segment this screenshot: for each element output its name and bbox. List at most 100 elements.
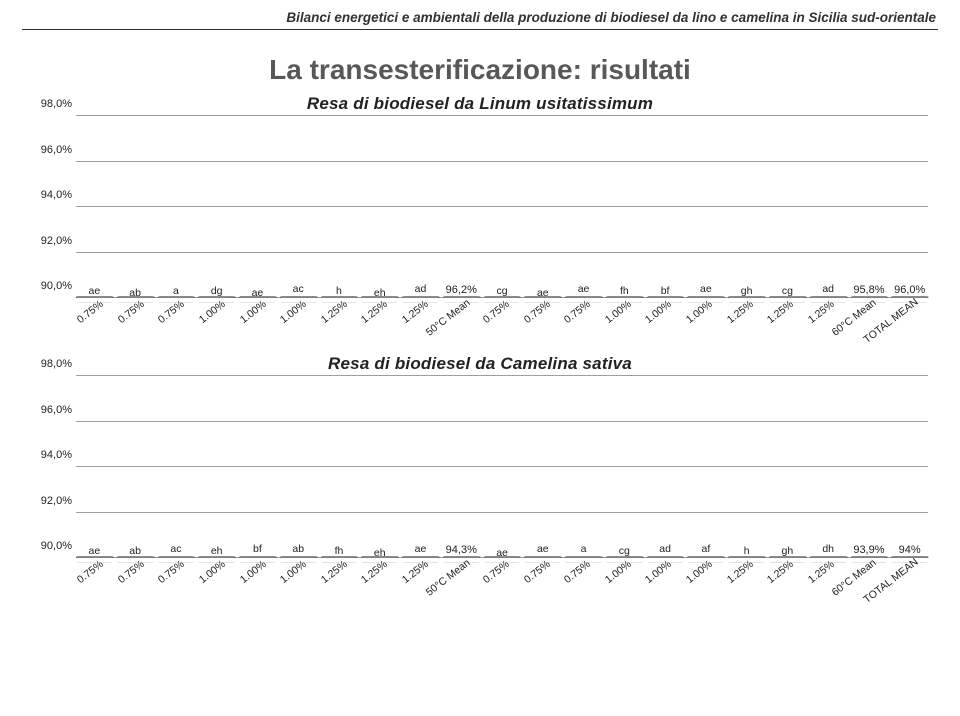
- x-label-slot: 1.25%: [766, 298, 807, 346]
- x-label-slot: 1.00%: [238, 558, 279, 606]
- x-axis-label: 1.00%: [684, 558, 715, 586]
- y-axis-label: 96,0%: [30, 144, 72, 156]
- x-axis-label: 0.75%: [75, 558, 106, 586]
- x-axis-label: 0.75%: [562, 298, 593, 326]
- x-label-slot: 0.75%: [117, 558, 158, 606]
- x-label-slot: 0.75%: [522, 558, 563, 606]
- bar-group-label: ad: [659, 543, 671, 555]
- bar-value-label: 96,2%: [446, 284, 477, 296]
- x-label-slot: 50°C Mean: [441, 298, 482, 346]
- chart-plot: 90,0%92,0%94,0%96,0%98,0%aeabadgaeacheha…: [76, 116, 928, 298]
- x-axis-label: 1.00%: [603, 298, 634, 326]
- x-label-slot: 0.75%: [157, 558, 198, 606]
- bar-group-label: ae: [89, 285, 101, 297]
- chart-plot: 90,0%92,0%94,0%96,0%98,0%aeabacehbfabfhe…: [76, 376, 928, 558]
- x-axis-label: 1.00%: [278, 298, 309, 326]
- x-axis-label: 1.25%: [724, 558, 755, 586]
- bar-group-label: cg: [496, 285, 507, 297]
- chart-linum: 90,0%92,0%94,0%96,0%98,0%aeabadgaeacheha…: [24, 116, 936, 346]
- bar-group-label: dg: [211, 285, 223, 297]
- x-axis-label: 1.00%: [278, 558, 309, 586]
- x-axis-label: 1.00%: [237, 298, 268, 326]
- x-axis: 0.75%0.75%0.75%1.00%1.00%1.00%1.25%1.25%…: [76, 298, 928, 346]
- x-label-slot: 1.25%: [360, 558, 401, 606]
- bar-group-label: ae: [537, 543, 549, 555]
- x-axis-label: 0.75%: [116, 298, 147, 326]
- y-axis-label: 94,0%: [30, 189, 72, 201]
- bar-group-label: bf: [253, 543, 262, 555]
- x-axis-label: 1.00%: [643, 298, 674, 326]
- x-label-slot: 1.00%: [685, 298, 726, 346]
- bar-group-label: gh: [782, 545, 794, 557]
- x-label-slot: 1.00%: [198, 298, 239, 346]
- y-axis-label: 96,0%: [30, 404, 72, 416]
- x-axis-label: 0.75%: [156, 558, 187, 586]
- bar-group-label: fh: [335, 545, 344, 557]
- x-axis-label: 1.25%: [319, 298, 350, 326]
- x-axis-label: 1.25%: [806, 298, 837, 326]
- x-label-slot: 1.25%: [319, 298, 360, 346]
- x-label-slot: TOTAL MEAN: [888, 558, 929, 606]
- x-label-slot: 0.75%: [482, 558, 523, 606]
- x-label-slot: 50°C Mean: [441, 558, 482, 606]
- x-label-slot: 0.75%: [157, 298, 198, 346]
- bars-row: aeabacehbfabfhehae94,3%aeaeacgadafhghdh9…: [76, 376, 928, 558]
- bar-group-label: gh: [741, 285, 753, 297]
- bar-value-label: 93,9%: [853, 544, 884, 556]
- bar-group-label: ad: [822, 283, 834, 295]
- x-label-slot: 1.00%: [279, 298, 320, 346]
- x-axis-label: 1.25%: [359, 558, 390, 586]
- chart1-subtitle: Resa di biodiesel da Linum usitatissimum: [22, 94, 938, 114]
- x-axis-label: 1.00%: [237, 558, 268, 586]
- x-axis-label: 0.75%: [481, 298, 512, 326]
- bar-group-label: a: [581, 543, 587, 555]
- bar-group-label: ac: [293, 283, 304, 295]
- x-label-slot: 0.75%: [563, 558, 604, 606]
- bar-group-label: fh: [620, 285, 629, 297]
- bar-group-label: ab: [129, 545, 141, 557]
- bar-group-label: eh: [211, 545, 223, 557]
- x-axis-label: 1.25%: [724, 298, 755, 326]
- x-label-slot: 1.00%: [238, 298, 279, 346]
- x-axis-label: 1.25%: [765, 298, 796, 326]
- x-axis-label: 1.00%: [643, 558, 674, 586]
- x-label-slot: 0.75%: [522, 298, 563, 346]
- chart-camelina: 90,0%92,0%94,0%96,0%98,0%aeabacehbfabfhe…: [24, 376, 936, 606]
- x-axis-label: 1.00%: [197, 298, 228, 326]
- running-header: Bilanci energetici e ambientali della pr…: [22, 10, 938, 30]
- x-label-slot: 1.25%: [360, 298, 401, 346]
- x-label-slot: 0.75%: [482, 298, 523, 346]
- x-label-slot: 1.25%: [766, 558, 807, 606]
- x-label-slot: 1.00%: [198, 558, 239, 606]
- y-axis-label: 98,0%: [30, 358, 72, 370]
- bar-group-label: ae: [578, 283, 590, 295]
- x-label-slot: 1.00%: [604, 298, 645, 346]
- x-axis-label: 0.75%: [522, 298, 553, 326]
- y-axis-label: 94,0%: [30, 449, 72, 461]
- x-axis-label: 1.00%: [603, 558, 634, 586]
- y-axis-label: 92,0%: [30, 235, 72, 247]
- x-axis-label: 1.00%: [684, 298, 715, 326]
- bar-group-label: bf: [661, 285, 670, 297]
- x-axis-label: 1.25%: [400, 298, 431, 326]
- x-label-slot: 1.25%: [725, 298, 766, 346]
- chart2-subtitle: Resa di biodiesel da Camelina sativa: [22, 354, 938, 374]
- y-axis-label: 90,0%: [30, 540, 72, 552]
- y-axis-label: 92,0%: [30, 495, 72, 507]
- x-axis-label: 1.25%: [765, 558, 796, 586]
- x-axis-label: 1.25%: [806, 558, 837, 586]
- bar-value-label: 95,8%: [853, 284, 884, 296]
- x-label-slot: 1.00%: [685, 558, 726, 606]
- bar-group-label: ae: [89, 545, 101, 557]
- x-axis-label: 0.75%: [562, 558, 593, 586]
- x-axis-label: 0.75%: [75, 298, 106, 326]
- x-label-slot: 1.25%: [725, 558, 766, 606]
- x-axis-label: 0.75%: [522, 558, 553, 586]
- x-axis: 0.75%0.75%0.75%1.00%1.00%1.00%1.25%1.25%…: [76, 558, 928, 606]
- x-label-slot: 1.00%: [279, 558, 320, 606]
- bar-group-label: cg: [782, 285, 793, 297]
- x-label-slot: TOTAL MEAN: [888, 298, 929, 346]
- x-label-slot: 1.00%: [644, 298, 685, 346]
- x-axis-label: 0.75%: [116, 558, 147, 586]
- x-label-slot: 1.00%: [604, 558, 645, 606]
